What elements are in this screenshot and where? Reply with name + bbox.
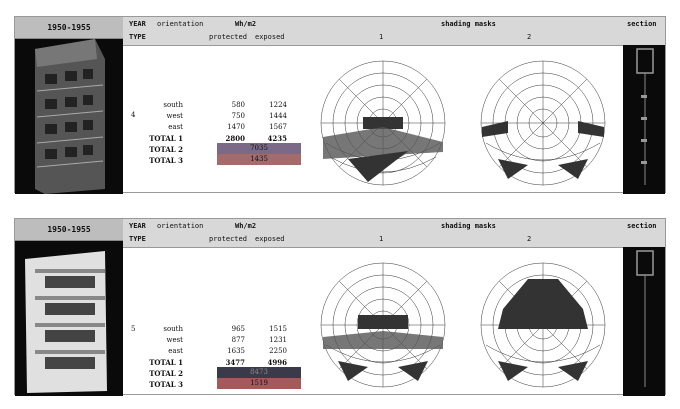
total-1-label: TOTAL 1: [149, 134, 183, 143]
wh-header: Wh/m2: [235, 20, 257, 28]
row-label: east: [168, 347, 183, 355]
year-header: YEAR: [129, 222, 146, 230]
protected-value: 750: [231, 112, 245, 120]
total-2-label: TOTAL 2: [149, 369, 183, 378]
total-1-exposed: 4235: [267, 134, 287, 143]
building-photo: [15, 241, 123, 396]
shading-mask-2: [480, 60, 606, 186]
type-header: TYPE: [129, 235, 146, 243]
row-label: south: [163, 101, 183, 109]
building-photo-illustration: [35, 39, 105, 194]
exposed-value: 1231: [269, 336, 287, 344]
total-2-bar: 7035: [217, 143, 301, 154]
orientation-header: orientation: [157, 222, 204, 230]
total-3-label: TOTAL 3: [149, 156, 183, 165]
mask-1-header: 1: [379, 235, 384, 243]
exposed-value: 1515: [269, 325, 287, 333]
exposed-header: exposed: [255, 235, 285, 243]
building-photo: [15, 39, 123, 194]
mask-2-header: 2: [527, 33, 532, 41]
protected-value: 877: [231, 336, 245, 344]
row-label: west: [166, 336, 183, 344]
section-drawing: [636, 48, 654, 185]
shading-masks-header: shading masks: [441, 222, 496, 230]
exposed-value: 1567: [269, 123, 287, 131]
total-1-label: TOTAL 1: [149, 358, 183, 367]
exposed-header: exposed: [255, 33, 285, 41]
total-3-label: TOTAL 3: [149, 380, 183, 389]
year-header: YEAR: [129, 20, 146, 28]
protected-value: 580: [231, 101, 245, 109]
total-1-exposed: 4996: [267, 358, 287, 367]
building-photo-illustration: [25, 251, 107, 393]
type-header: TYPE: [129, 33, 146, 41]
total-1-protected: 2800: [225, 134, 245, 143]
total-3-bar: 1435: [217, 154, 301, 165]
shading-mask-1: [320, 262, 446, 388]
total-1-protected: 3477: [225, 358, 245, 367]
type-value: 4: [131, 111, 136, 119]
section-drawing: [636, 250, 654, 387]
data-area: 4 south 580 1224 west 750 1444 east 1470…: [123, 45, 625, 194]
row-label: south: [163, 325, 183, 333]
data-area: 5 south 965 1515 west 877 1231 east 1635…: [123, 247, 625, 396]
table-header: YEAR TYPE orientation Wh/m2 protected ex…: [123, 17, 665, 46]
shading-mask-1: [320, 60, 446, 186]
exposed-value: 1444: [269, 112, 287, 120]
wh-header: Wh/m2: [235, 222, 257, 230]
exposed-value: 1224: [269, 101, 287, 109]
total-2-bar: 8473: [217, 367, 301, 378]
year-label: 1950-1955: [15, 17, 123, 39]
protected-value: 965: [231, 325, 245, 333]
table-header: YEAR TYPE orientation Wh/m2 protected ex…: [123, 219, 665, 248]
study-panel-1: 1950-1955 YEAR TYPE orientation Wh/m2 pr…: [14, 16, 666, 194]
total-2-label: TOTAL 2: [149, 145, 183, 154]
row-label: east: [168, 123, 183, 131]
orientation-header: orientation: [157, 20, 204, 28]
section-image: [623, 247, 665, 396]
total-3-bar: 1519: [217, 378, 301, 389]
protected-header: protected: [209, 235, 247, 243]
section-image: [623, 45, 665, 194]
study-panel-2: 1950-1955 YEAR TYPE orientation Wh/m2 pr…: [14, 218, 666, 396]
protected-header: protected: [209, 33, 247, 41]
shading-mask-2: [480, 262, 606, 388]
row-label: west: [166, 112, 183, 120]
protected-value: 1635: [227, 347, 245, 355]
year-label: 1950-1955: [15, 219, 123, 241]
section-header: section: [627, 20, 657, 28]
exposed-value: 2250: [269, 347, 287, 355]
type-value: 5: [131, 325, 136, 333]
section-header: section: [627, 222, 657, 230]
mask-1-header: 1: [379, 33, 384, 41]
shading-masks-header: shading masks: [441, 20, 496, 28]
protected-value: 1470: [227, 123, 245, 131]
mask-2-header: 2: [527, 235, 532, 243]
